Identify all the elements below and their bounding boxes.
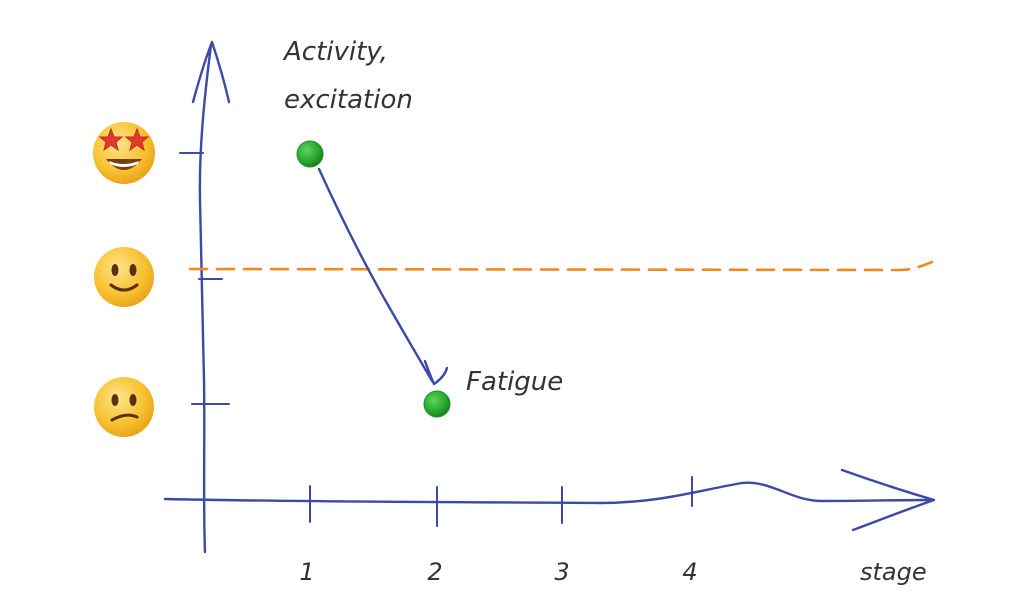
x-tick-label-4: 4	[682, 558, 697, 586]
x-tick-label-1: 1	[299, 558, 314, 586]
activity-label-line2: excitation	[284, 85, 413, 115]
transition-arrow-line	[317, 167, 434, 383]
x-tick-label-2: 2	[427, 558, 442, 586]
activity-label-line1: Activity,	[282, 37, 388, 67]
star-struck-face-icon	[93, 122, 155, 184]
y-axis-line	[198, 43, 213, 554]
x-axis-arrowhead	[840, 468, 936, 532]
x-axis-line	[163, 481, 934, 505]
point-fatigue	[423, 390, 451, 418]
transition-arrowhead	[423, 359, 449, 386]
y-axis	[179, 40, 231, 554]
transition-arrow	[317, 167, 449, 386]
x-tick-label-3: 3	[554, 558, 569, 586]
fatigue-label: Fatigue	[466, 367, 563, 397]
confused-face-icon	[94, 377, 154, 437]
x-axis-label: stage	[860, 558, 927, 586]
point-activity	[296, 140, 324, 168]
x-axis	[163, 468, 936, 532]
slightly-smiling-face-icon	[94, 247, 154, 307]
y-axis-arrowhead	[191, 40, 231, 104]
baseline-dashed-line	[188, 260, 934, 272]
